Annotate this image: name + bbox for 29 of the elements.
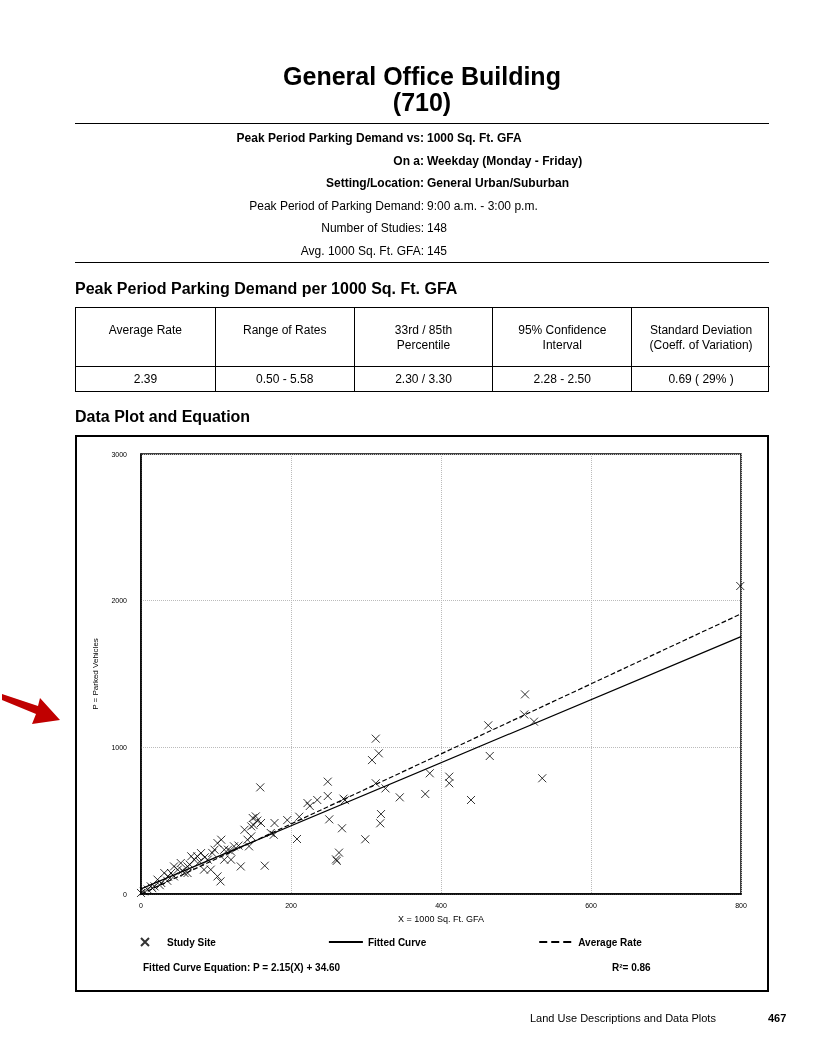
text: General Office Building bbox=[282, 62, 562, 91]
legend-label: Study Site bbox=[167, 936, 217, 948]
text: Fitted Curve Equation: P = 2.15(X) + 34.60 bbox=[143, 961, 341, 973]
text: 0.50 - 5.58 bbox=[214, 367, 354, 391]
y-axis-title: P = Parked Vehicles bbox=[90, 638, 100, 710]
text: 95% Confidence Interval bbox=[492, 308, 632, 367]
text: Peak Period of Parking Demand: 9:00 a.m. - 3:00 p.m. bbox=[249, 198, 538, 213]
text: Peak Period Parking Demand vs: 1000 Sq. Ft. GFA bbox=[236, 131, 522, 145]
text: 33rd / 85th Percentile bbox=[353, 308, 493, 367]
text: R²= 0.86 bbox=[612, 961, 652, 973]
text: Standard Deviation (Coeff. of Variation) bbox=[631, 308, 770, 367]
text: 0.69 ( 29% ) bbox=[631, 367, 770, 391]
text: Number of Studies: 148 bbox=[321, 221, 448, 236]
text: Avg. 1000 Sq. Ft. GFA: 145 bbox=[300, 244, 448, 258]
text: 2.28 - 2.50 bbox=[492, 367, 632, 391]
text: 2.39 bbox=[132, 371, 159, 388]
text: Range of Rates bbox=[214, 308, 354, 367]
text: Land Use Descriptions and Data Plots bbox=[530, 1012, 716, 1024]
text: Peak Period Parking Demand per 1000 Sq. Ft. GFA bbox=[75, 280, 458, 298]
legend-label: Average Rate bbox=[578, 936, 643, 948]
text: Setting/Location: General Urban/Suburban bbox=[326, 176, 570, 191]
text: 467 bbox=[768, 1012, 787, 1024]
text: On a: Weekday (Monday - Friday) bbox=[393, 153, 583, 168]
text: Average Rate bbox=[76, 308, 215, 367]
x-axis-title: X = 1000 Sq. Ft. GFA bbox=[398, 913, 484, 924]
legend-label: Fitted Curve bbox=[367, 936, 427, 948]
text: (710) bbox=[391, 88, 453, 117]
chart-title: Data Plot and Equation bbox=[75, 408, 251, 426]
text: 2.30 / 3.30 bbox=[353, 367, 493, 391]
